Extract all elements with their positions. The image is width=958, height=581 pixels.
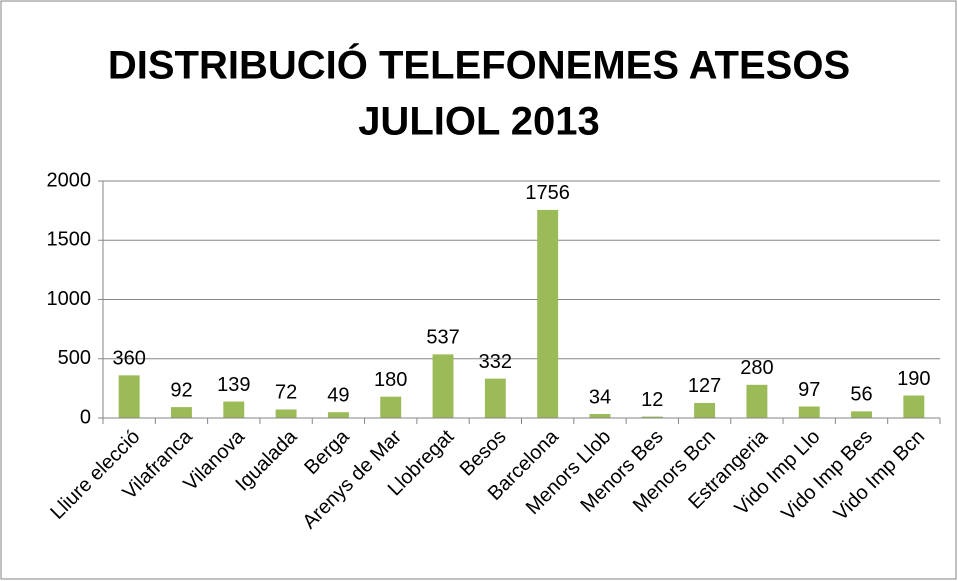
bar: [380, 396, 402, 418]
bar: [223, 401, 245, 418]
data-label: 34: [589, 386, 611, 408]
data-label: 332: [479, 351, 512, 373]
data-label: 72: [275, 382, 297, 404]
bar: [694, 402, 716, 418]
data-label: 360: [112, 348, 145, 370]
data-label: 180: [374, 369, 407, 391]
bar: [275, 409, 297, 418]
bar: [327, 412, 349, 418]
y-tick-label: 0: [80, 406, 91, 428]
data-label: 127: [688, 375, 721, 397]
bar: [171, 407, 192, 418]
y-tick-label: 500: [58, 347, 91, 369]
data-label: 537: [426, 327, 459, 349]
bar: [432, 354, 454, 418]
bar: [484, 378, 506, 418]
data-label: 1756: [525, 182, 570, 204]
y-tick-label: 1500: [47, 229, 92, 251]
bar: [641, 416, 663, 418]
data-label: 139: [217, 374, 250, 396]
data-label: 49: [327, 384, 349, 406]
bar: [903, 395, 925, 418]
bar: [537, 209, 559, 418]
y-tick-label: 2000: [47, 169, 92, 191]
data-label: 56: [850, 384, 872, 406]
chart-title: JULIOL 2013: [358, 100, 600, 144]
data-label: 92: [170, 379, 192, 401]
bar: [851, 411, 872, 418]
y-tick-label: 1000: [47, 288, 92, 310]
data-label: 97: [798, 379, 820, 401]
data-label: 190: [897, 368, 930, 390]
bar: [798, 406, 820, 418]
bar: [589, 413, 611, 418]
bar: [746, 384, 768, 418]
data-label: 12: [641, 389, 663, 411]
data-label: 280: [740, 357, 773, 379]
bar: [118, 375, 140, 418]
chart-title: DISTRIBUCIÓ TELEFONEMES ATESOS: [108, 42, 850, 88]
